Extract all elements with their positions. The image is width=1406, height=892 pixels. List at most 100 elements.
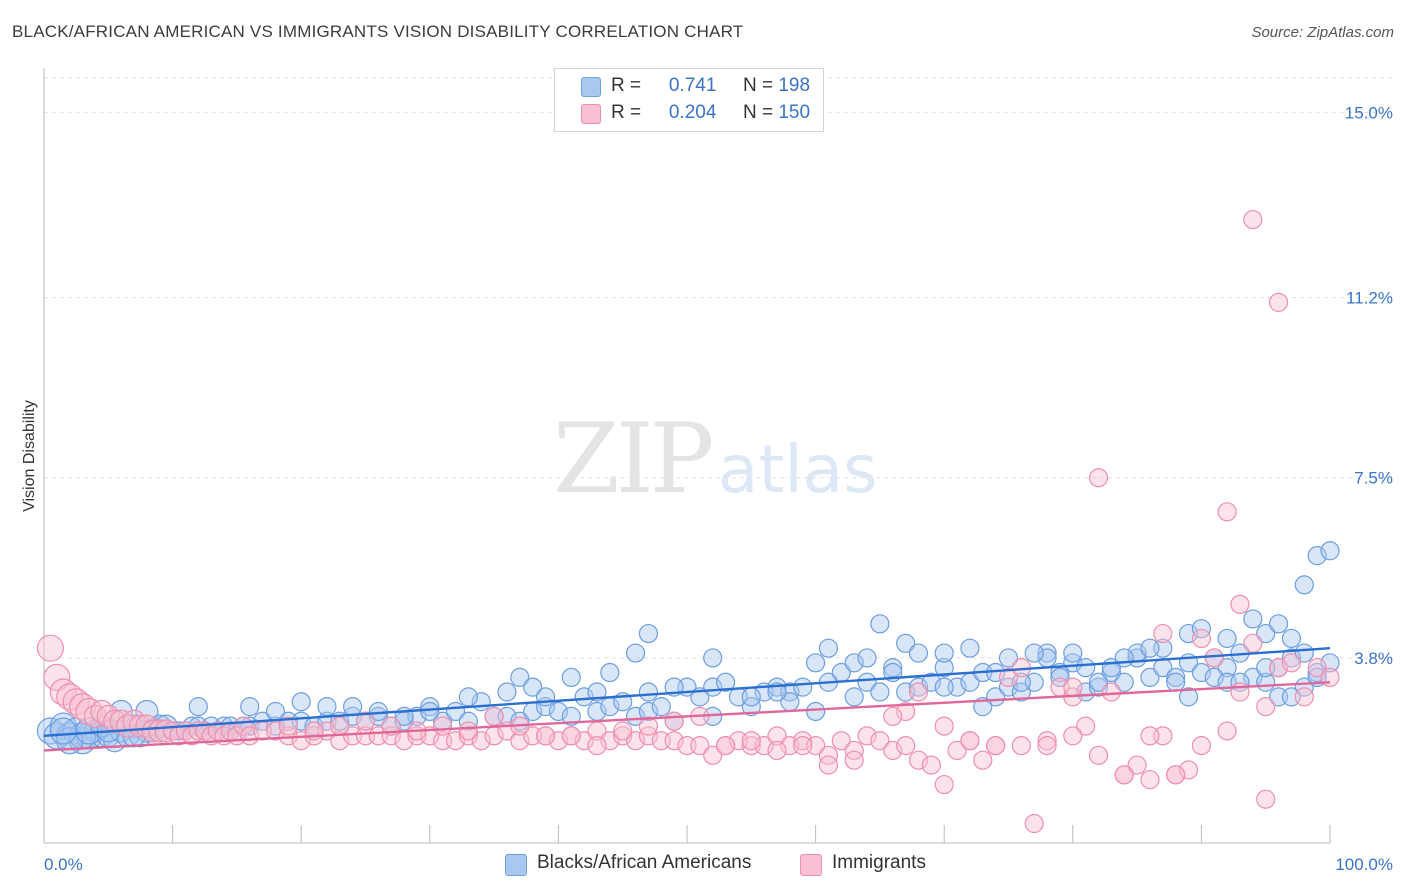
- immigrants-point: [1153, 623, 1173, 644]
- legend: R = 0.741 N = 198 R = 0.204 N = 150: [554, 68, 824, 132]
- blacks-point: [1063, 643, 1083, 663]
- immigrants-point: [600, 731, 620, 751]
- axes: [43, 68, 1331, 844]
- immigrants-point: [141, 719, 165, 743]
- blacks-point: [1191, 662, 1212, 683]
- immigrants-point: [265, 721, 286, 741]
- immigrants-point: [433, 716, 453, 736]
- immigrants-point: [355, 711, 376, 731]
- blacks-point: [1243, 609, 1263, 629]
- blacks-point: [1011, 682, 1031, 702]
- blacks-point: [1088, 672, 1109, 692]
- blacks-point: [805, 653, 826, 673]
- immigrants-point: [1191, 628, 1212, 649]
- immigrants-point: [1063, 726, 1083, 746]
- legend-r-value-immigrants: 0.204: [668, 102, 717, 123]
- immigrants-point: [36, 634, 65, 662]
- blacks-point: [497, 682, 517, 702]
- immigrants-point: [154, 719, 178, 743]
- immigrants-point: [1294, 687, 1314, 707]
- immigrants-point: [883, 740, 903, 761]
- immigrants-point: [831, 731, 851, 751]
- immigrants-trend-line: [43, 681, 1331, 752]
- immigrants-point: [103, 709, 127, 733]
- blacks-point: [1088, 677, 1109, 697]
- immigrants-point: [703, 745, 723, 765]
- blacks-point: [1050, 667, 1070, 688]
- immigrants-point: [381, 716, 401, 736]
- immigrants-point: [1256, 789, 1276, 809]
- immigrants-point: [1063, 677, 1083, 697]
- gridlines: [44, 77, 1395, 659]
- immigrants-point: [921, 755, 941, 775]
- blacks-point: [561, 706, 581, 726]
- blacks-point: [343, 697, 363, 717]
- immigrants-point: [998, 667, 1019, 688]
- blacks-point: [574, 687, 594, 707]
- immigrants-point: [664, 711, 684, 731]
- blacks-point: [510, 667, 530, 688]
- blacks-point: [896, 633, 916, 653]
- blacks-point: [857, 672, 877, 692]
- immigrants-point: [896, 735, 916, 756]
- immigrants-point: [818, 755, 839, 775]
- immigrants-point: [1088, 468, 1109, 488]
- legend-r-label: R =: [611, 75, 642, 96]
- blacks-point: [1011, 672, 1031, 692]
- immigrants-point: [613, 726, 633, 746]
- blacks-point: [805, 701, 826, 722]
- x-tick-label-max: 100.0%: [1335, 855, 1393, 874]
- tick-labels: 3.8% 7.5% 11.2% 15.0% 0.0% 100.0%: [44, 103, 1393, 874]
- immigrants-point: [1307, 658, 1327, 678]
- blacks-point: [921, 672, 941, 692]
- blacks-point: [934, 677, 954, 697]
- immigrants-point: [1191, 735, 1212, 756]
- immigrants-point: [857, 726, 877, 746]
- immigrants-point: [793, 731, 813, 751]
- immigrants-point: [625, 731, 646, 751]
- trend-lines: [43, 646, 1331, 752]
- y-tick-label: 7.5%: [1354, 469, 1393, 488]
- immigrants-point: [754, 735, 774, 756]
- blacks-point: [883, 658, 903, 678]
- immigrants-point: [908, 750, 929, 770]
- immigrants-point: [587, 735, 607, 756]
- legend-swatch-blacks: [581, 77, 601, 97]
- blacks-point: [857, 648, 877, 668]
- blacks-point: [523, 677, 543, 697]
- blacks-point: [1217, 658, 1237, 678]
- blacks-point: [1140, 667, 1160, 688]
- immigrants-point: [1140, 726, 1160, 746]
- blacks-point: [741, 687, 761, 707]
- blacks-point: [767, 682, 787, 702]
- legend-n-value-blacks: 198: [778, 75, 811, 96]
- blacks-point: [600, 662, 620, 683]
- chart-title: BLACK/AFRICAN AMERICAN VS IMMIGRANTS VIS…: [12, 22, 744, 41]
- immigrants-point: [818, 745, 839, 765]
- immigrants-point: [1268, 292, 1289, 312]
- immigrants-point: [43, 663, 71, 692]
- immigrants-point: [844, 740, 864, 761]
- source-label: Source: ZipAtlas.com: [1251, 24, 1394, 41]
- blacks-point: [1256, 623, 1276, 644]
- immigrants-point: [330, 716, 350, 736]
- blacks-point: [1114, 648, 1134, 668]
- blacks-point: [651, 697, 671, 717]
- blacks-point: [291, 711, 311, 731]
- immigrants-point: [1037, 731, 1057, 751]
- blacks-point: [587, 682, 607, 702]
- immigrants-point: [896, 701, 916, 722]
- y-axis-label: Vision Disability: [21, 400, 38, 512]
- blacks-point: [240, 697, 260, 717]
- bottom-legend-label-immigrants: Immigrants: [832, 852, 926, 873]
- immigrants-point: [445, 731, 466, 751]
- x-tick-label-min: 0.0%: [44, 855, 83, 874]
- immigrants-point: [690, 735, 710, 756]
- watermark-zip: ZIP: [553, 403, 712, 515]
- immigrants-point: [1076, 716, 1096, 736]
- immigrants-point: [844, 750, 864, 770]
- blacks-point: [1166, 672, 1186, 692]
- blacks-point: [188, 697, 208, 717]
- immigrants-point: [458, 721, 478, 741]
